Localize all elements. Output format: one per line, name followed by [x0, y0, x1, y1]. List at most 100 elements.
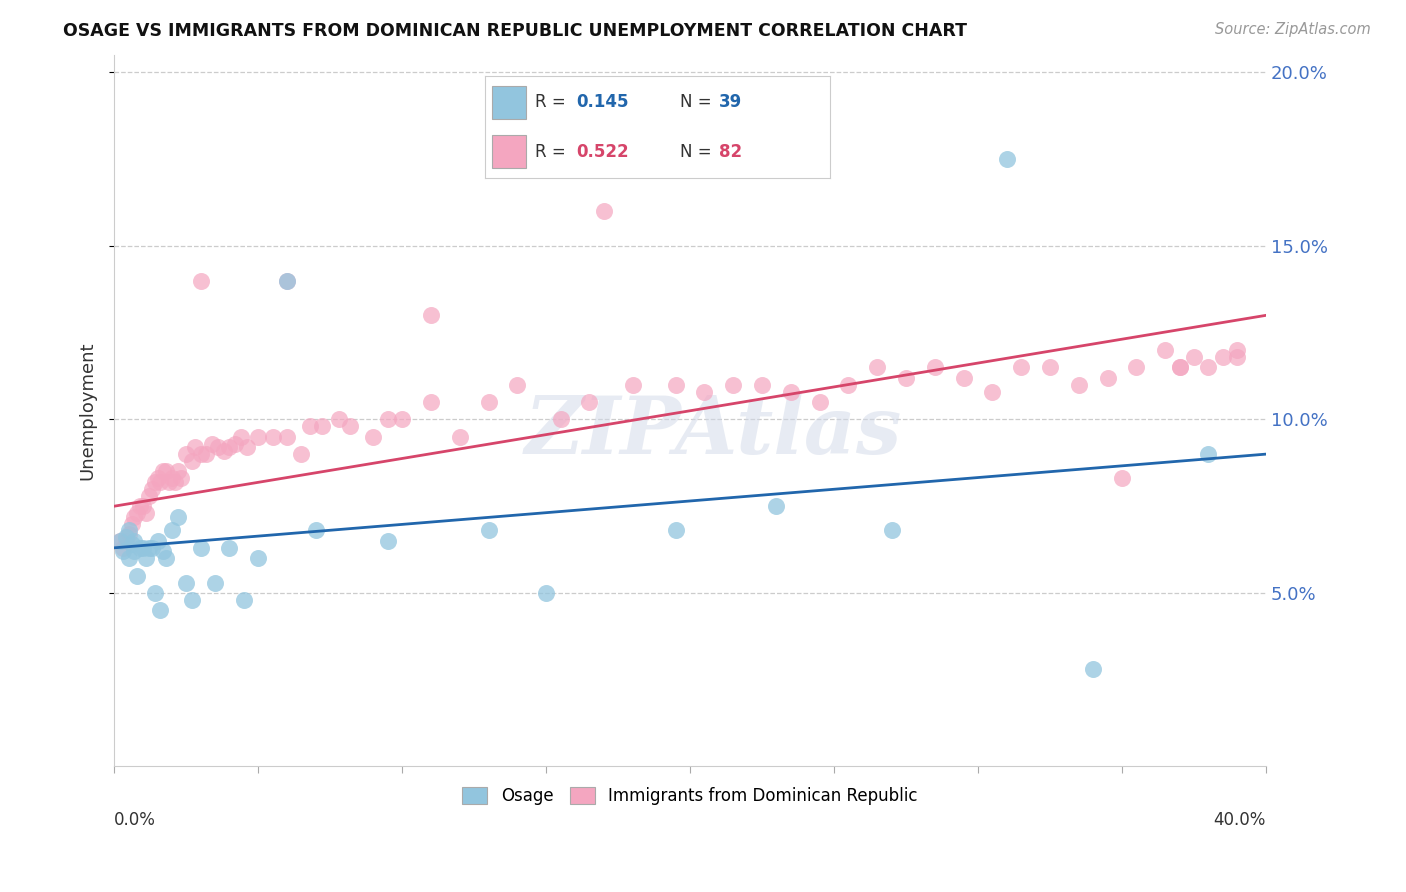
Point — [276, 274, 298, 288]
Point — [141, 541, 163, 555]
Point — [1182, 350, 1205, 364]
Point — [181, 592, 204, 607]
Point — [506, 377, 529, 392]
Point — [924, 360, 946, 375]
Point — [108, 533, 131, 548]
Point — [311, 419, 333, 434]
Point — [276, 274, 298, 288]
Point — [290, 447, 312, 461]
Point — [276, 430, 298, 444]
Point — [135, 506, 157, 520]
Point — [166, 465, 188, 479]
Point — [132, 541, 155, 555]
Point — [1111, 471, 1133, 485]
Point — [1197, 447, 1219, 461]
Point — [176, 575, 198, 590]
Point — [1168, 360, 1191, 375]
Point — [981, 384, 1004, 399]
Point — [305, 524, 328, 538]
Point — [377, 533, 399, 548]
Point — [138, 489, 160, 503]
Point — [1125, 360, 1147, 375]
Point — [201, 436, 224, 450]
Point — [152, 544, 174, 558]
Point — [1226, 350, 1249, 364]
Text: 82: 82 — [720, 143, 742, 161]
Point — [1154, 343, 1177, 357]
Point — [363, 430, 385, 444]
Point — [665, 524, 688, 538]
Point — [138, 541, 160, 555]
Point — [247, 430, 270, 444]
Point — [247, 551, 270, 566]
Point — [127, 506, 149, 520]
Text: 0.0%: 0.0% — [114, 812, 156, 830]
Point — [1039, 360, 1062, 375]
Point — [111, 544, 134, 558]
Point — [1168, 360, 1191, 375]
Point — [995, 153, 1018, 167]
Point — [534, 586, 557, 600]
Text: 39: 39 — [720, 94, 742, 112]
Text: N =: N = — [679, 94, 717, 112]
Point — [152, 465, 174, 479]
Text: ZIPAtlas: ZIPAtlas — [524, 393, 901, 471]
Point — [212, 443, 235, 458]
Point — [115, 533, 138, 548]
Point — [141, 482, 163, 496]
Point — [236, 440, 259, 454]
Point — [1197, 360, 1219, 375]
Point — [1081, 662, 1104, 676]
Point — [808, 395, 831, 409]
Y-axis label: Unemployment: Unemployment — [79, 342, 96, 480]
Point — [115, 530, 138, 544]
Point — [190, 541, 212, 555]
Point — [866, 360, 889, 375]
Point — [132, 499, 155, 513]
Point — [129, 499, 152, 513]
Point — [765, 499, 787, 513]
Point — [420, 395, 443, 409]
Text: 0.522: 0.522 — [576, 143, 628, 161]
Text: 40.0%: 40.0% — [1213, 812, 1265, 830]
Point — [111, 541, 134, 555]
Text: R =: R = — [536, 94, 571, 112]
Point — [1212, 350, 1234, 364]
Text: 0.145: 0.145 — [576, 94, 628, 112]
Point — [218, 440, 240, 454]
Point — [232, 592, 254, 607]
Point — [693, 384, 716, 399]
Point — [190, 274, 212, 288]
Point — [155, 551, 177, 566]
Point — [299, 419, 322, 434]
Point — [149, 603, 172, 617]
Point — [163, 475, 186, 489]
Text: OSAGE VS IMMIGRANTS FROM DOMINICAN REPUBLIC UNEMPLOYMENT CORRELATION CHART: OSAGE VS IMMIGRANTS FROM DOMINICAN REPUB… — [63, 22, 967, 40]
Point — [149, 475, 172, 489]
Point — [550, 412, 572, 426]
Point — [477, 524, 499, 538]
Point — [166, 509, 188, 524]
Point — [121, 537, 143, 551]
Point — [195, 447, 218, 461]
Point — [751, 377, 773, 392]
Point — [118, 524, 141, 538]
Point — [207, 440, 229, 454]
Point — [665, 377, 688, 392]
Point — [184, 440, 207, 454]
Point — [169, 471, 191, 485]
Point — [135, 551, 157, 566]
Point — [1010, 360, 1032, 375]
Point — [592, 204, 614, 219]
Point — [1067, 377, 1090, 392]
Text: N =: N = — [679, 143, 717, 161]
Point — [155, 465, 177, 479]
Point — [391, 412, 413, 426]
Point — [204, 575, 226, 590]
Point — [952, 371, 974, 385]
Bar — [492, 136, 526, 168]
Point — [118, 527, 141, 541]
Point — [143, 475, 166, 489]
Point — [129, 541, 152, 555]
Point — [121, 516, 143, 531]
